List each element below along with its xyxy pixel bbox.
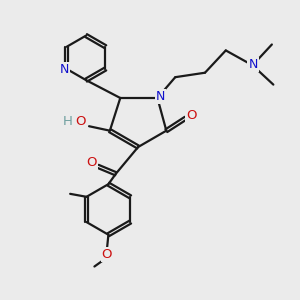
Text: O: O <box>86 156 97 169</box>
Text: N: N <box>60 62 69 76</box>
Text: O: O <box>186 109 196 122</box>
Text: H: H <box>63 115 73 128</box>
Text: N: N <box>156 90 165 103</box>
Text: O: O <box>76 115 86 128</box>
Text: N: N <box>248 58 258 71</box>
Text: O: O <box>102 248 112 261</box>
